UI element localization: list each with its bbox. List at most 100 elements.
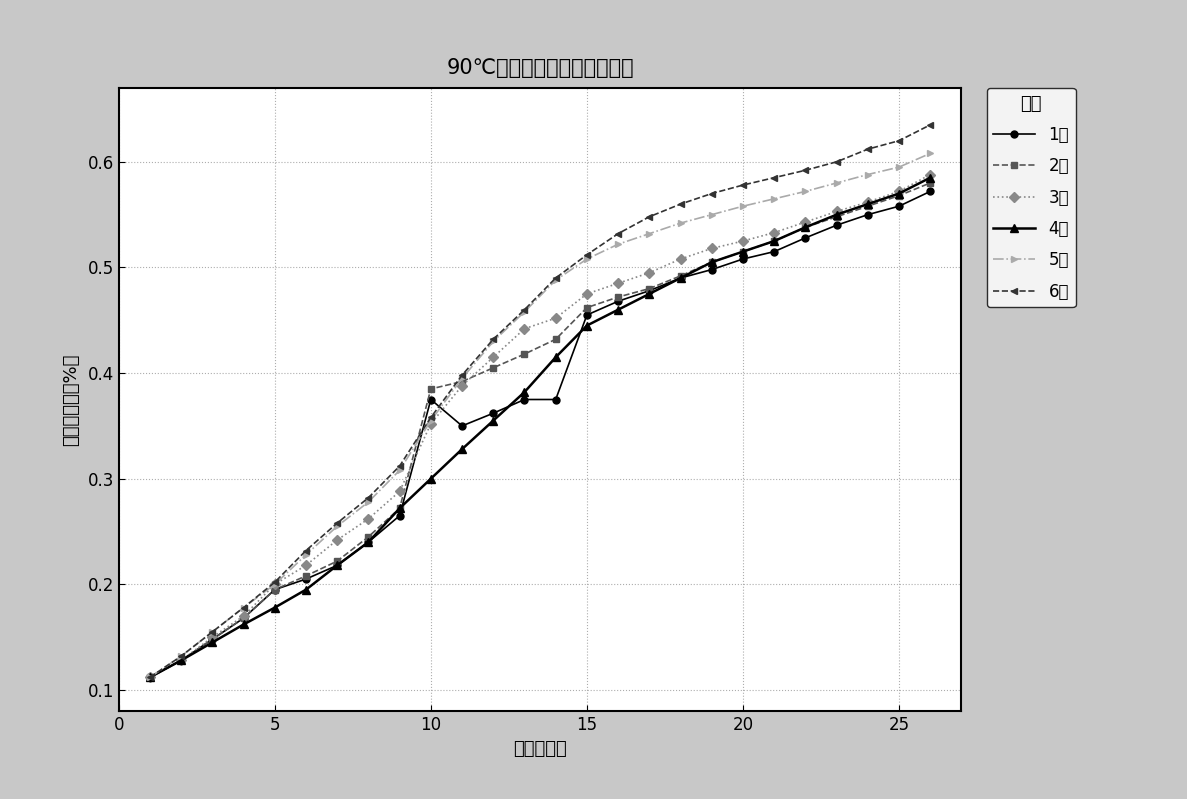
3号 <box>799 217 813 227</box>
1号 <box>861 210 875 220</box>
2号 <box>487 363 501 372</box>
6号 <box>236 602 250 612</box>
2号 <box>174 656 189 666</box>
2号 <box>923 178 938 188</box>
4号 <box>424 474 438 483</box>
3号 <box>767 228 781 237</box>
2号 <box>424 384 438 394</box>
1号 <box>518 395 532 404</box>
5号 <box>579 254 594 264</box>
3号 <box>487 352 501 362</box>
6号 <box>579 250 594 260</box>
6号 <box>736 181 750 190</box>
3号 <box>267 579 281 589</box>
1号 <box>736 254 750 264</box>
1号 <box>767 247 781 256</box>
5号 <box>830 178 844 188</box>
5号 <box>673 218 687 228</box>
3号 <box>174 656 189 666</box>
5号 <box>923 149 938 158</box>
1号 <box>236 614 250 623</box>
3号 <box>236 611 250 621</box>
1号 <box>393 511 407 520</box>
3号 <box>705 244 719 253</box>
2号 <box>299 571 313 581</box>
2号 <box>830 212 844 221</box>
6号 <box>611 229 626 238</box>
5号 <box>205 627 220 637</box>
3号 <box>361 514 375 523</box>
Line: 1号: 1号 <box>146 188 934 681</box>
3号 <box>830 207 844 217</box>
4号 <box>861 199 875 209</box>
6号 <box>393 461 407 471</box>
6号 <box>891 136 906 145</box>
2号 <box>705 257 719 267</box>
5号 <box>455 374 469 384</box>
1号 <box>299 574 313 584</box>
1号 <box>455 421 469 431</box>
4号 <box>548 352 563 362</box>
2号 <box>455 377 469 387</box>
4号 <box>393 503 407 513</box>
1号 <box>579 310 594 320</box>
6号 <box>424 412 438 422</box>
1号 <box>424 395 438 404</box>
6号 <box>548 273 563 283</box>
4号 <box>799 223 813 233</box>
3号 <box>548 313 563 323</box>
3号 <box>299 561 313 570</box>
2号 <box>236 614 250 623</box>
6号 <box>455 371 469 380</box>
6号 <box>861 145 875 154</box>
3号 <box>611 279 626 288</box>
1号 <box>891 201 906 211</box>
2号 <box>861 201 875 211</box>
4号 <box>299 585 313 594</box>
1号 <box>548 395 563 404</box>
4号 <box>142 673 157 682</box>
2号 <box>393 503 407 513</box>
1号 <box>361 537 375 547</box>
3号 <box>424 419 438 428</box>
5号 <box>267 579 281 589</box>
5号 <box>330 522 344 531</box>
4号 <box>236 620 250 630</box>
3号 <box>736 237 750 246</box>
1号 <box>267 585 281 594</box>
4号 <box>611 305 626 315</box>
5号 <box>174 651 189 661</box>
3号 <box>455 381 469 391</box>
6号 <box>330 519 344 528</box>
6号 <box>830 157 844 167</box>
4号 <box>767 237 781 246</box>
5号 <box>642 229 656 238</box>
4号 <box>705 257 719 267</box>
3号 <box>142 673 157 682</box>
6号 <box>518 305 532 315</box>
4号 <box>174 656 189 666</box>
Line: 2号: 2号 <box>146 180 934 681</box>
4号 <box>361 537 375 547</box>
2号 <box>767 237 781 246</box>
1号 <box>705 264 719 274</box>
1号 <box>830 221 844 230</box>
4号 <box>330 561 344 570</box>
6号 <box>799 165 813 175</box>
1号 <box>923 187 938 197</box>
Line: 6号: 6号 <box>146 121 934 681</box>
2号 <box>205 634 220 644</box>
3号 <box>579 289 594 299</box>
5号 <box>611 240 626 249</box>
5号 <box>736 201 750 211</box>
1号 <box>673 273 687 283</box>
6号 <box>205 627 220 637</box>
4号 <box>205 638 220 647</box>
5号 <box>548 276 563 285</box>
Line: 4号: 4号 <box>146 173 934 682</box>
1号 <box>611 296 626 306</box>
6号 <box>299 546 313 555</box>
2号 <box>736 247 750 256</box>
6号 <box>142 673 157 682</box>
6号 <box>705 189 719 198</box>
